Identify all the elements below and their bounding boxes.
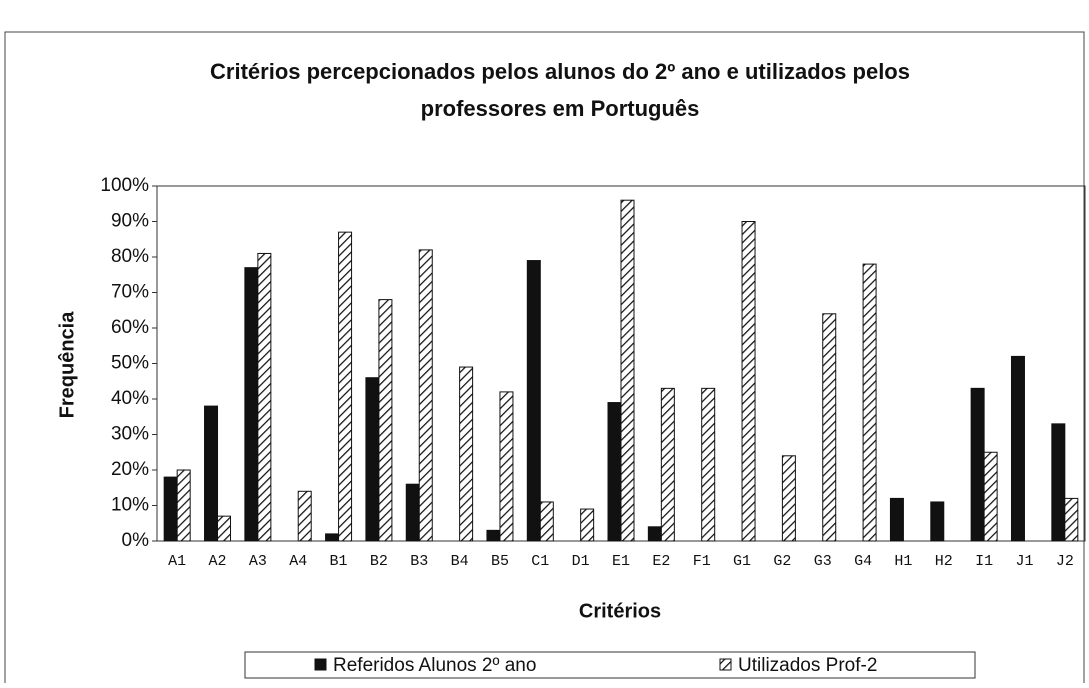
bar	[607, 402, 622, 542]
x-tick-label: B1	[330, 553, 348, 570]
x-tick-label: G1	[733, 553, 751, 570]
y-tick-label: 40%	[111, 388, 149, 409]
bar	[1051, 423, 1066, 542]
legend-swatch	[314, 658, 327, 671]
bar	[325, 533, 340, 542]
chart-title: Critérios percepcionados pelos alunos do…	[210, 59, 910, 84]
bar	[741, 221, 756, 542]
bar	[365, 377, 380, 542]
y-tick-label: 20%	[111, 459, 149, 480]
bar	[862, 263, 877, 542]
x-tick-label: A2	[209, 553, 227, 570]
legend-label: Referidos Alunos 2º ano	[333, 655, 536, 676]
bar	[204, 405, 219, 542]
bar	[970, 387, 985, 542]
bar	[1064, 497, 1079, 542]
y-tick-label: 0%	[122, 530, 150, 551]
legend-swatch	[719, 658, 732, 671]
x-tick-label: B5	[491, 553, 509, 570]
x-tick-label: B3	[410, 553, 428, 570]
bar	[405, 483, 420, 542]
bar	[217, 515, 232, 542]
bar	[297, 490, 312, 542]
x-tick-label: E2	[652, 553, 670, 570]
bar	[781, 455, 796, 542]
bar	[163, 476, 178, 542]
bar	[459, 366, 474, 542]
bar	[257, 252, 272, 542]
x-tick-label: J2	[1056, 553, 1074, 570]
bar	[338, 231, 353, 542]
bar	[1010, 355, 1025, 542]
x-tick-label: G2	[773, 553, 791, 570]
bar	[930, 501, 945, 542]
bar	[701, 387, 716, 542]
y-tick-label: 70%	[111, 282, 149, 303]
x-tick-label: G4	[854, 553, 872, 570]
y-tick-label: 10%	[111, 495, 149, 516]
x-tick-label: E1	[612, 553, 630, 570]
bar	[499, 391, 514, 542]
bar	[983, 451, 998, 542]
bar	[822, 313, 837, 542]
x-tick-label: B2	[370, 553, 388, 570]
bar	[539, 501, 554, 542]
chart-title: professores em Português	[421, 96, 700, 121]
x-tick-label: A3	[249, 553, 267, 570]
x-tick-label: D1	[572, 553, 590, 570]
legend-box	[244, 651, 976, 679]
y-tick-label: 80%	[111, 246, 149, 267]
y-tick-label: 100%	[100, 175, 149, 196]
x-tick-label: F1	[693, 553, 711, 570]
x-axis-label: Critérios	[579, 600, 661, 622]
y-axis-label: Frequência	[56, 311, 78, 419]
x-tick-label: A4	[289, 553, 307, 570]
y-tick-label: 60%	[111, 317, 149, 338]
bar	[526, 260, 541, 542]
x-tick-label: C1	[531, 553, 549, 570]
bar	[580, 508, 595, 542]
y-tick-label: 50%	[111, 353, 149, 374]
bar	[244, 267, 259, 542]
x-tick-label: H1	[894, 553, 912, 570]
bar	[889, 497, 904, 542]
bar	[486, 529, 501, 542]
x-tick-label: I1	[975, 553, 993, 570]
bar	[176, 469, 191, 542]
y-tick-label: 30%	[111, 424, 149, 445]
x-tick-label: G3	[814, 553, 832, 570]
bar	[418, 249, 433, 542]
x-tick-label: B4	[451, 553, 469, 570]
bar	[647, 526, 662, 542]
x-tick-label: H2	[935, 553, 953, 570]
y-tick-label: 90%	[111, 211, 149, 232]
legend-label: Utilizados Prof-2	[738, 655, 877, 676]
bar	[660, 387, 675, 542]
bar	[378, 299, 393, 542]
x-tick-label: J1	[1015, 553, 1033, 570]
bar	[620, 199, 635, 542]
x-tick-label: A1	[168, 553, 186, 570]
chart-frame	[4, 31, 1085, 688]
